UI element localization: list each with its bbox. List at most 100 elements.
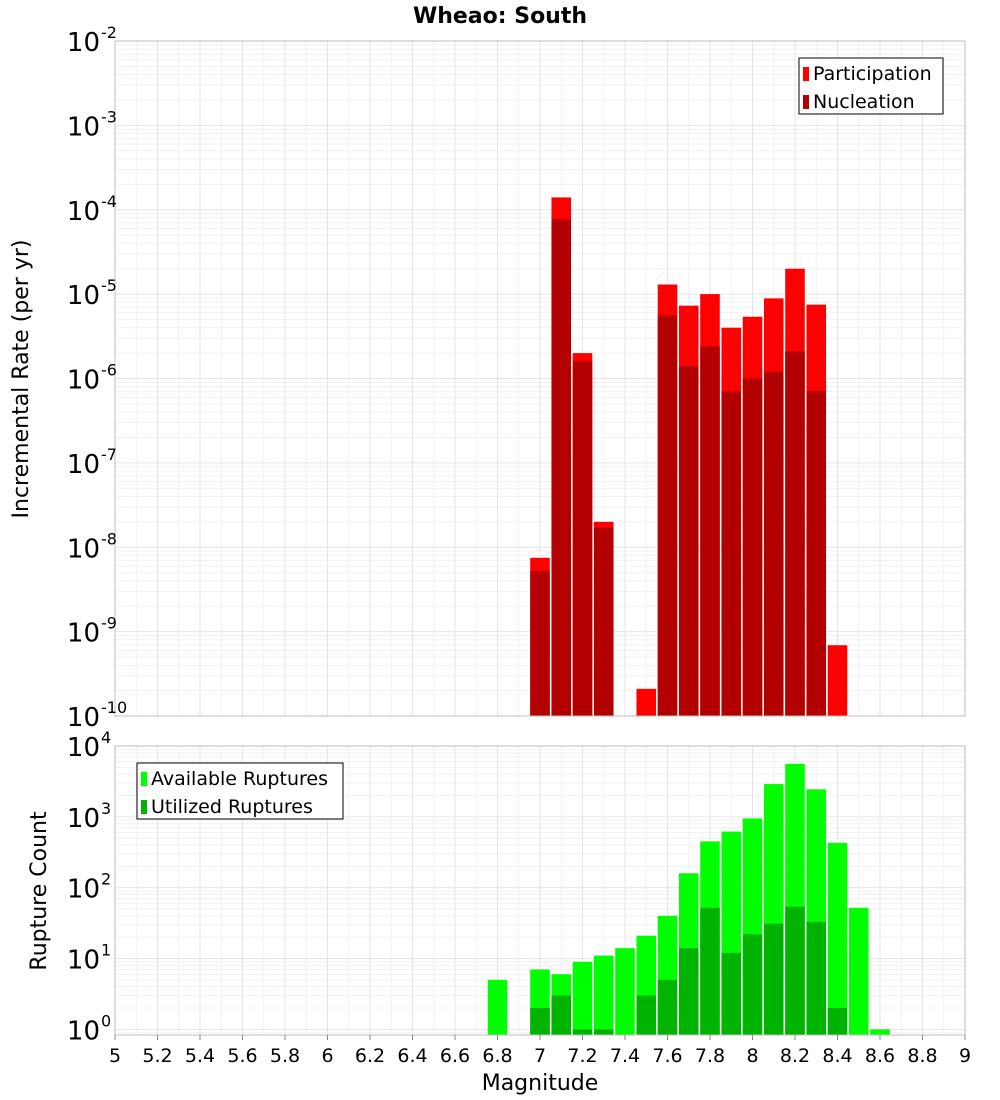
y-tick-exponent: -2 [101, 23, 117, 42]
bar-available-ruptures-7.3 [593, 955, 614, 1035]
y-tick-exponent: -5 [101, 276, 117, 295]
x-tick-label: 6.2 [355, 1045, 385, 1067]
bar-utilized-ruptures-7.9 [721, 952, 742, 1035]
bar-available-ruptures-8.5 [848, 907, 869, 1035]
legend-label: Utilized Ruptures [151, 796, 313, 818]
bottom-y-axis-label: Rupture Count [27, 811, 52, 971]
y-tick-exponent: -4 [101, 192, 117, 211]
y-tick-exponent: -6 [101, 361, 117, 380]
y-tick-exponent: 4 [101, 728, 111, 747]
y-tick-label: 10 [67, 619, 100, 649]
x-tick-label: 5 [109, 1045, 121, 1067]
x-tick-label: 6.4 [397, 1045, 427, 1067]
bar-nucleation-7 [530, 571, 550, 716]
bar-available-ruptures-7.2 [572, 961, 593, 1035]
bar-utilized-ruptures-7.2 [572, 1029, 593, 1035]
legend-swatch [141, 800, 147, 814]
x-tick-label: 7.8 [695, 1045, 725, 1067]
bar-utilized-ruptures-7.3 [593, 1029, 614, 1035]
bar-participation-7.5 [636, 688, 657, 716]
y-tick-label: 10 [67, 703, 100, 733]
x-tick-label: 6 [321, 1045, 333, 1067]
bar-nucleation-8 [742, 378, 763, 716]
y-tick-exponent: -7 [101, 445, 117, 464]
x-tick-label: 8.8 [907, 1045, 937, 1067]
bar-nucleation-7.9 [721, 391, 742, 716]
bar-nucleation-7.2 [572, 361, 593, 716]
y-tick-label: 10 [67, 112, 100, 142]
y-tick-exponent: -9 [101, 614, 117, 633]
bar-utilized-ruptures-8.2 [785, 906, 805, 1035]
bar-utilized-ruptures-7.7 [678, 948, 699, 1035]
bar-available-ruptures-8.6 [870, 1029, 890, 1035]
bar-utilized-ruptures-8.1 [763, 923, 784, 1035]
bar-nucleation-8.1 [763, 371, 784, 716]
bar-nucleation-7.7 [678, 366, 699, 716]
y-tick-label: 10 [67, 733, 100, 763]
x-tick-label: 7.4 [610, 1045, 640, 1067]
bar-available-ruptures-6.8 [487, 979, 508, 1035]
y-tick-label: 10 [67, 1016, 100, 1046]
x-tick-label: 5.2 [142, 1045, 172, 1067]
y-tick-exponent: -10 [101, 698, 127, 717]
bar-utilized-ruptures-7.1 [551, 995, 572, 1035]
plot-frame [114, 40, 966, 717]
x-tick-label: 7 [534, 1045, 546, 1067]
y-tick-label: 10 [67, 450, 100, 480]
y-tick-label: 10 [67, 875, 100, 905]
x-tick-label: 7.6 [652, 1045, 682, 1067]
legend-label: Participation [813, 63, 932, 85]
x-tick-label: 9 [959, 1045, 971, 1067]
legend-swatch [803, 67, 809, 81]
y-tick-exponent: 1 [101, 941, 111, 960]
x-tick-label: 8.4 [822, 1045, 852, 1067]
legend-swatch [141, 772, 147, 786]
y-tick-label: 10 [67, 28, 100, 58]
y-tick-label: 10 [67, 366, 100, 396]
bar-participation-8.4 [827, 645, 848, 716]
x-tick-label: 6.8 [482, 1045, 512, 1067]
bar-nucleation-8.2 [785, 351, 805, 716]
bar-available-ruptures-7.4 [615, 948, 635, 1035]
x-tick-label: 5.8 [270, 1045, 300, 1067]
x-tick-label: 8 [746, 1045, 758, 1067]
legend: Available Ruptures Utilized Ruptures [136, 762, 344, 820]
bar-utilized-ruptures-8.3 [806, 921, 827, 1035]
legend-label: Available Ruptures [151, 768, 328, 790]
bottom-panel-rupture-count-chart: 10 010 110 210 310 45 5.2 5.4 5.6 5.8 6 6.2 6.4 6.6 6.… [67, 728, 971, 1067]
y-tick-exponent: 3 [101, 799, 111, 818]
bar-utilized-ruptures-7.6 [657, 979, 678, 1035]
y-tick-label: 10 [67, 534, 100, 564]
bar-utilized-ruptures-8.4 [827, 1008, 848, 1035]
y-tick-exponent: 2 [101, 870, 111, 889]
bar-nucleation-7.6 [657, 315, 678, 716]
x-tick-label: 8.6 [865, 1045, 895, 1067]
legend: Participation Nucleation [798, 57, 944, 115]
legend-swatch [803, 95, 809, 109]
bar-nucleation-8.3 [806, 391, 827, 716]
y-tick-label: 10 [67, 946, 100, 976]
y-tick-label: 10 [67, 281, 100, 311]
chart-title: Wheao: South [413, 4, 587, 29]
x-tick-label: 7.2 [567, 1045, 597, 1067]
y-tick-exponent: -3 [101, 107, 117, 126]
y-tick-exponent: -8 [101, 529, 117, 548]
x-tick-label: 5.6 [227, 1045, 257, 1067]
bar-nucleation-7.1 [551, 219, 572, 717]
bar-utilized-ruptures-7.5 [636, 995, 657, 1035]
y-tick-exponent: 0 [101, 1011, 111, 1030]
x-axis-label: Magnitude [482, 1071, 599, 1096]
bar-utilized-ruptures-8 [742, 934, 763, 1035]
top-y-axis-label: Incremental Rate (per yr) [9, 240, 34, 519]
legend-box [136, 762, 344, 820]
y-tick-label: 10 [67, 197, 100, 227]
legend-box [798, 57, 944, 115]
x-tick-label: 5.4 [185, 1045, 215, 1067]
bar-nucleation-7.3 [593, 527, 614, 716]
x-tick-label: 6.6 [440, 1045, 470, 1067]
bar-utilized-ruptures-7.8 [700, 907, 720, 1035]
bar-available-ruptures-8.4 [827, 842, 848, 1035]
y-tick-label: 10 [67, 804, 100, 834]
